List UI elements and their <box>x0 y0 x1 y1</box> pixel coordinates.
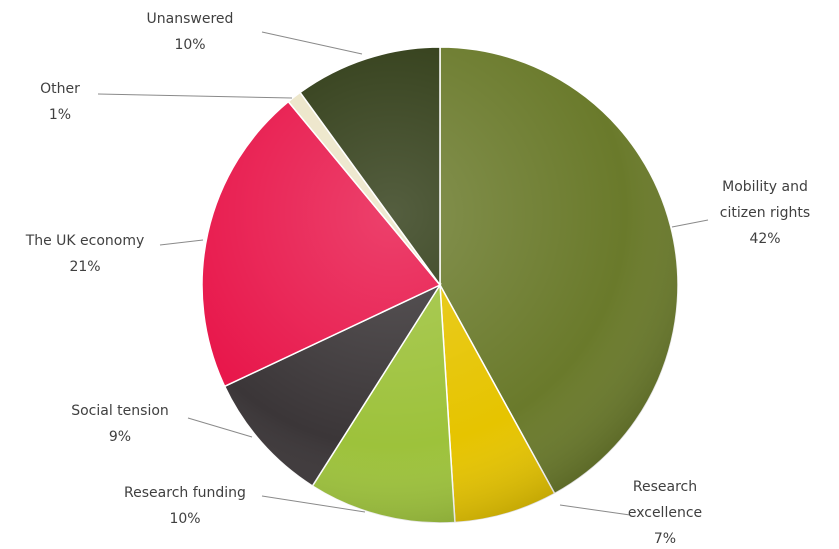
leader-line <box>559 504 631 516</box>
category-label: Research funding <box>124 485 246 501</box>
leader-line <box>187 417 253 438</box>
leader-line <box>159 239 204 246</box>
slice-label: Research funding 10% <box>100 480 270 532</box>
slice-label: Research excellence 7% <box>615 474 715 549</box>
value-label: 10% <box>174 37 206 53</box>
value-label: 10% <box>169 511 201 527</box>
sheen <box>202 47 678 523</box>
slice-label: Unanswered 10% <box>130 6 250 58</box>
leader-line <box>261 495 366 513</box>
value-label: 1% <box>48 107 72 123</box>
value-label: 9% <box>108 429 132 445</box>
category-label: Mobility and citizen rights <box>719 179 811 221</box>
category-label: Social tension <box>71 403 169 419</box>
slice-label: Other 1% <box>20 76 100 128</box>
slice-label: Social tension 9% <box>50 398 190 450</box>
leader-line <box>671 219 709 228</box>
category-label: Unanswered <box>146 11 234 27</box>
value-label: 7% <box>653 531 677 547</box>
category-label: Research excellence <box>627 479 703 521</box>
category-label: The UK economy <box>25 233 145 249</box>
slice-label: The UK economy 21% <box>0 228 170 280</box>
category-label: Other <box>40 81 80 97</box>
leader-line <box>97 93 293 99</box>
slice-label: Mobility and citizen rights 42% <box>700 174 830 252</box>
value-label: 42% <box>749 231 781 247</box>
value-label: 21% <box>69 259 101 275</box>
leader-line <box>261 31 363 55</box>
